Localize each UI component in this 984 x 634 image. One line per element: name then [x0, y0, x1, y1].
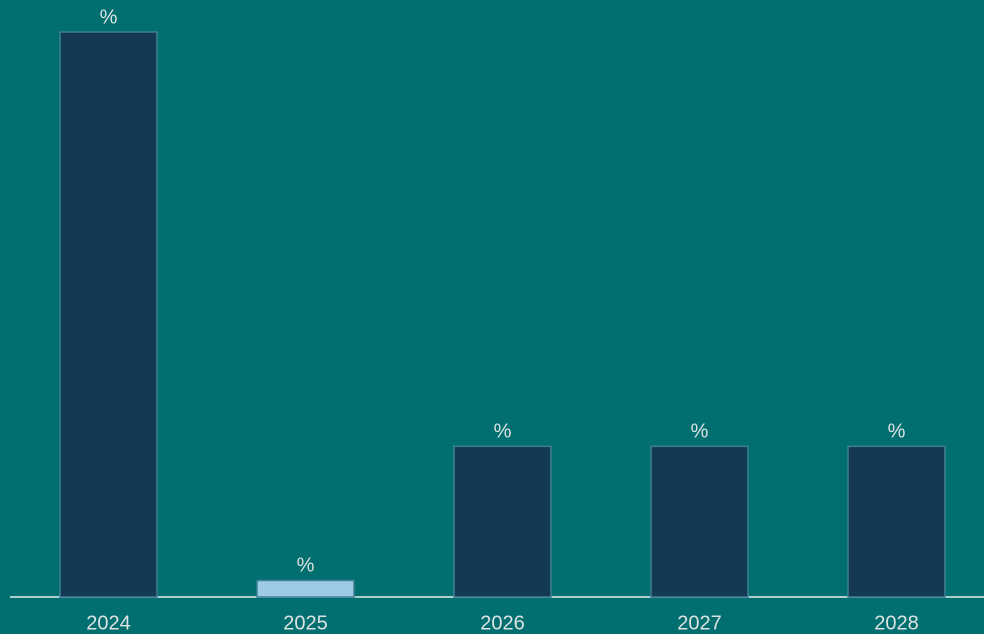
- value-label: %: [888, 421, 906, 443]
- bar: [59, 31, 158, 598]
- x-tick-label: 2025: [283, 612, 328, 634]
- value-label: %: [297, 555, 315, 577]
- bar: [453, 445, 552, 598]
- value-label: %: [691, 421, 709, 443]
- x-tick-label: 2027: [677, 612, 722, 634]
- bar: [650, 445, 749, 598]
- x-tick-label: 2024: [86, 612, 131, 634]
- bar: [847, 445, 946, 598]
- value-label: %: [100, 6, 118, 28]
- bar: [256, 579, 355, 598]
- x-tick-label: 2026: [480, 612, 525, 634]
- value-label: %: [494, 421, 512, 443]
- x-tick-label: 2028: [874, 612, 919, 634]
